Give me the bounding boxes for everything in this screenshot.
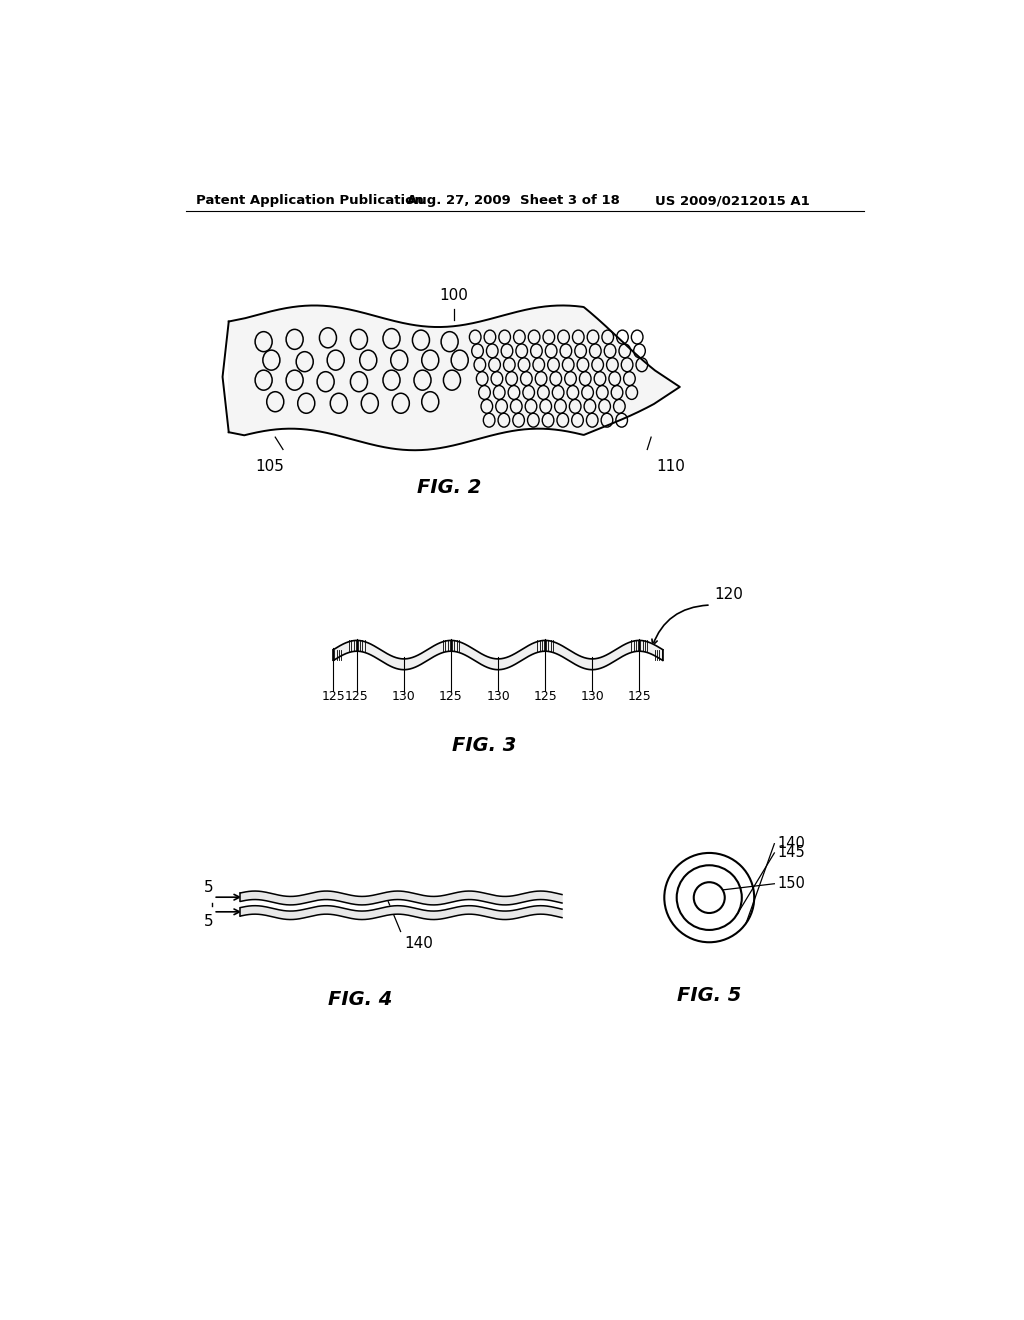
Text: 140: 140 bbox=[404, 936, 433, 952]
Text: Patent Application Publication: Patent Application Publication bbox=[197, 194, 424, 207]
Text: 125: 125 bbox=[322, 689, 345, 702]
Text: 140: 140 bbox=[777, 836, 805, 851]
Text: 125: 125 bbox=[439, 689, 463, 702]
Text: 130: 130 bbox=[581, 689, 604, 702]
Polygon shape bbox=[241, 891, 562, 906]
Text: 130: 130 bbox=[486, 689, 510, 702]
Text: FIG. 5: FIG. 5 bbox=[677, 986, 741, 1005]
Text: FIG. 4: FIG. 4 bbox=[329, 990, 392, 1008]
Text: FIG. 2: FIG. 2 bbox=[418, 478, 482, 496]
Text: 105: 105 bbox=[255, 459, 285, 474]
Text: 5: 5 bbox=[204, 913, 213, 928]
Text: FIG. 3: FIG. 3 bbox=[453, 737, 517, 755]
Text: US 2009/0212015 A1: US 2009/0212015 A1 bbox=[655, 194, 810, 207]
Text: 100: 100 bbox=[439, 288, 468, 304]
Polygon shape bbox=[334, 640, 663, 669]
Text: 120: 120 bbox=[715, 587, 743, 602]
Text: 145: 145 bbox=[777, 845, 805, 861]
Text: 130: 130 bbox=[392, 689, 416, 702]
Text: 110: 110 bbox=[656, 459, 685, 474]
Text: 5: 5 bbox=[204, 880, 213, 895]
Text: 150: 150 bbox=[777, 876, 805, 891]
Polygon shape bbox=[228, 305, 680, 450]
Text: Aug. 27, 2009  Sheet 3 of 18: Aug. 27, 2009 Sheet 3 of 18 bbox=[407, 194, 620, 207]
Text: 125: 125 bbox=[345, 689, 369, 702]
Text: 125: 125 bbox=[534, 689, 557, 702]
Text: 125: 125 bbox=[628, 689, 651, 702]
Polygon shape bbox=[241, 906, 562, 920]
